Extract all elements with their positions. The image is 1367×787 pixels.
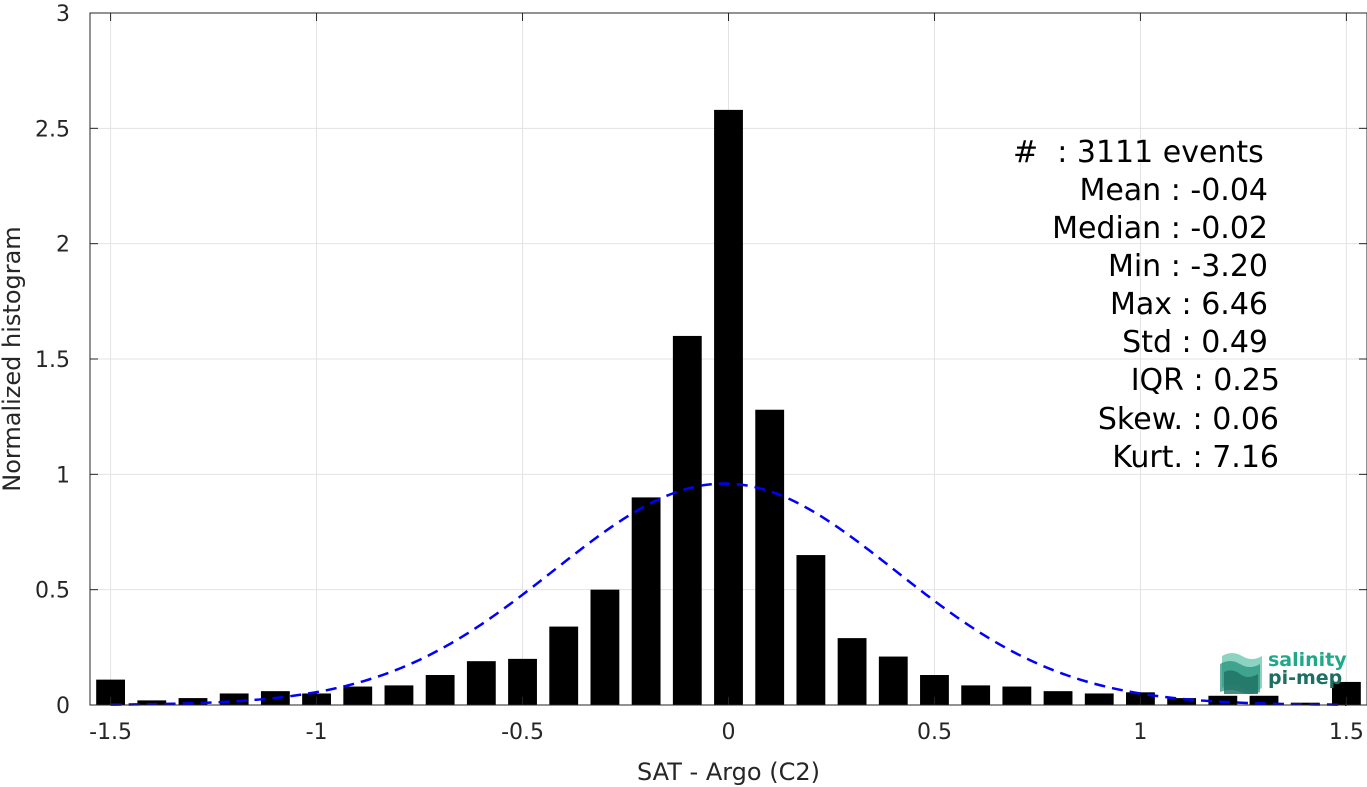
histogram-bar: [1043, 691, 1073, 705]
stat-skew: Skew. : 0.06: [1097, 402, 1279, 437]
logo-text-pi-mep: pi-mep: [1268, 667, 1343, 689]
histogram-bar: [343, 686, 373, 705]
logo-text-salinity: salinity: [1268, 649, 1347, 671]
stat-count: # : 3111 events: [1013, 135, 1264, 170]
histogram-bar: [549, 626, 579, 705]
histogram-bar: [178, 698, 208, 705]
stat-median: Median : -0.02: [1052, 211, 1268, 246]
histogram-bar: [755, 409, 785, 705]
y-tick-label: 0: [56, 694, 70, 719]
histogram-bar: [714, 109, 743, 705]
histogram-bar: [466, 661, 496, 705]
histogram-bar: [1208, 695, 1238, 705]
histogram-bar: [425, 675, 455, 705]
y-tick-label: 2: [56, 233, 70, 258]
y-axis-label: Normalized histogram: [0, 226, 26, 491]
histogram-bar: [672, 335, 702, 705]
x-tick-label: 0: [722, 720, 736, 745]
histogram-bar: [1249, 695, 1279, 705]
logo-wave-icon: [1220, 653, 1262, 694]
histogram-bar: [384, 685, 414, 705]
stat-kurt: Kurt. : 7.16: [1112, 440, 1279, 475]
x-tick-label: -1.5: [89, 720, 132, 745]
histogram-bar: [1002, 686, 1032, 705]
axis-ticks: -1.5 -1 -0.5 0 0.5 1 1.5 0 0.5 1 1.5 2 2.5 3: [35, 2, 1367, 745]
x-tick-label: -1: [306, 720, 328, 745]
x-tick-label: 1.5: [1329, 720, 1364, 745]
histogram-bar: [1290, 702, 1320, 705]
salinity-pi-mep-logo: salinity pi-mep: [1218, 648, 1348, 694]
histogram-bar: [837, 638, 867, 705]
histogram-bar: [1167, 698, 1197, 705]
stat-mean: Mean : -0.04: [1079, 173, 1268, 208]
stat-std: Std : 0.49: [1122, 325, 1268, 360]
x-tick-label: 0.5: [917, 720, 952, 745]
x-tick-label: -0.5: [501, 720, 544, 745]
y-tick-label: 2.5: [35, 117, 70, 142]
histogram-bar: [590, 589, 620, 705]
y-tick-label: 1: [56, 463, 70, 488]
y-tick-label: 0.5: [35, 579, 70, 604]
gaussian-fit-curve: [110, 482, 1347, 706]
stat-min: Min : -3.20: [1107, 249, 1268, 284]
histogram-bar: [219, 693, 249, 705]
x-tick-label: 1: [1133, 720, 1147, 745]
histogram-bar: [137, 700, 167, 705]
histogram-bar: [1084, 693, 1114, 705]
histogram-bar: [631, 497, 661, 705]
y-tick-label: 1.5: [35, 348, 70, 373]
stat-max: Max : 6.46: [1110, 287, 1268, 322]
histogram-bar: [1331, 681, 1361, 705]
x-axis-label: SAT - Argo (C2): [637, 758, 820, 786]
y-tick-label: 3: [56, 2, 70, 27]
stat-iqr: IQR : 0.25: [1130, 363, 1280, 398]
histogram-bar: [961, 685, 991, 705]
histogram-bars: [96, 109, 1361, 705]
histogram-bar: [878, 656, 908, 705]
histogram-bar: [796, 555, 826, 705]
